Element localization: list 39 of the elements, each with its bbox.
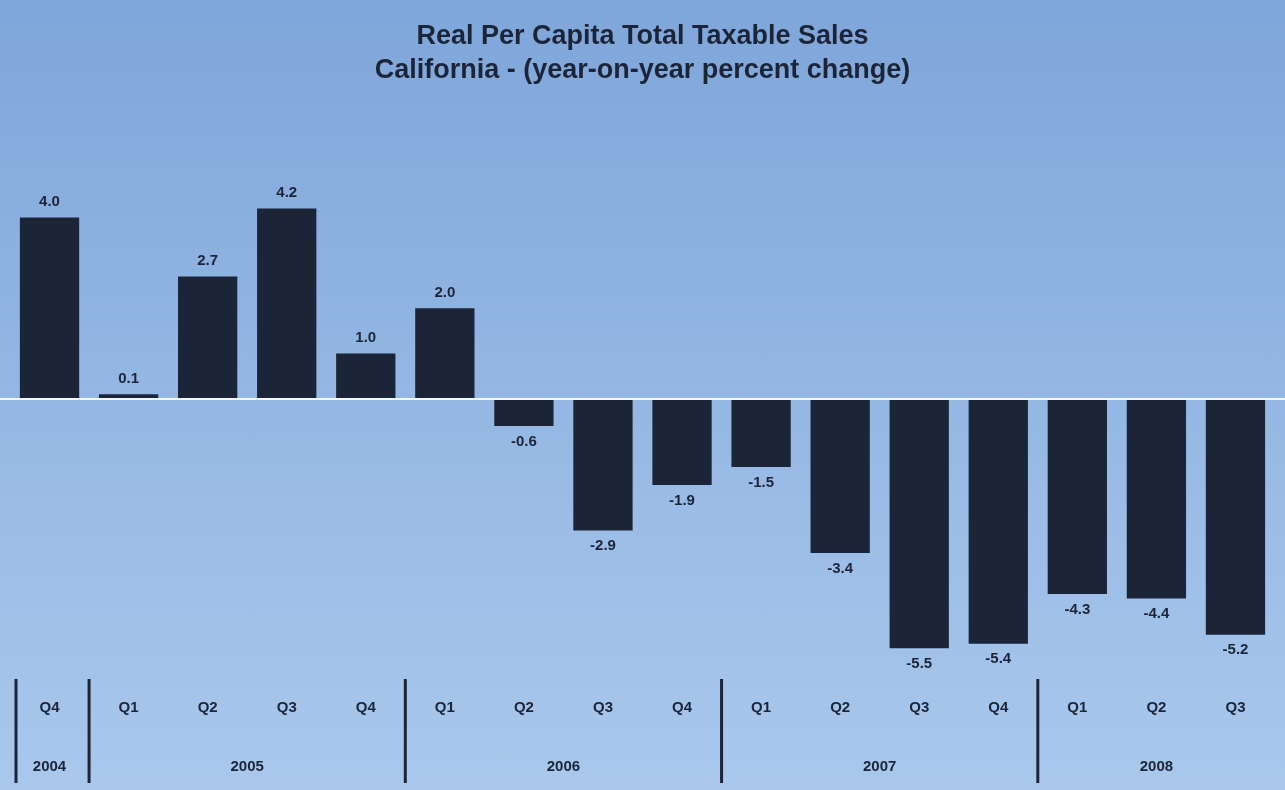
x-tick-label: Q3 (909, 698, 930, 716)
data-label: 2.7 (197, 251, 219, 269)
data-label: 4.2 (276, 183, 298, 201)
text: 2005 (230, 757, 264, 775)
data-label: -5.2 (1222, 640, 1249, 658)
data-label: 4.0 (39, 192, 60, 210)
data-label: -4.4 (1143, 604, 1170, 622)
x-tick-label: Q2 (1146, 698, 1167, 716)
x-tick-label: Q3 (592, 698, 613, 716)
data-label: -5.5 (906, 653, 933, 671)
text: 2007 (863, 757, 897, 775)
chart-title: Real Per Capita Total Taxable Sales (416, 19, 869, 50)
x-tick-label: Q4 (988, 698, 1009, 716)
data-label: -2.9 (590, 536, 616, 554)
x-tick-label: Q1 (434, 698, 455, 716)
data-label: 0.1 (118, 369, 140, 387)
data-label: -3.4 (827, 558, 854, 576)
text: 2006 (546, 757, 581, 775)
text: 2008 (1139, 757, 1174, 775)
x-tick-label: Q2 (197, 698, 218, 716)
data-label: -4.3 (1064, 599, 1091, 617)
data-label: -1.9 (669, 490, 695, 508)
data-label: 1.0 (355, 328, 377, 346)
x-tick-label: Q4 (39, 698, 61, 716)
data-label: 2.0 (434, 282, 456, 300)
x-tick-label: Q1 (118, 698, 139, 716)
x-tick-label: Q3 (276, 698, 297, 716)
data-label: -5.4 (985, 649, 1012, 667)
x-tick-label: Q4 (355, 698, 377, 716)
x-tick-label: Q3 (1225, 698, 1246, 716)
x-tick-label: Q1 (1067, 698, 1088, 716)
data-label: -1.5 (748, 472, 775, 490)
x-tick-label: Q1 (751, 698, 772, 716)
x-tick-label: Q2 (830, 698, 851, 716)
data-label: -0.6 (510, 431, 537, 449)
chart-subtitle: California - (year-on-year percent change) (374, 54, 911, 85)
x-tick-label: Q2 (513, 698, 534, 716)
text: 2004 (32, 757, 67, 775)
x-tick-label: Q4 (672, 698, 693, 716)
